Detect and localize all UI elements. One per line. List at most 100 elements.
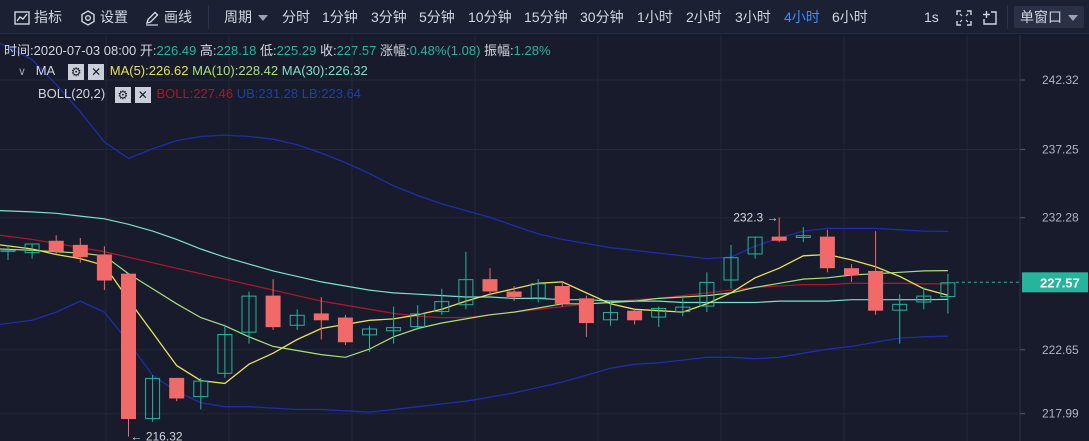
period-label: 周期 [224, 9, 252, 25]
window-mode-dropdown[interactable]: 单窗口 [1014, 6, 1084, 28]
close-icon[interactable]: ✕ [88, 63, 105, 80]
low-label: 低: [259, 43, 277, 58]
candle-12 [289, 309, 305, 330]
candlestick-chart[interactable]: 242.32 237.25 232.28 222.65 217.99 232.3 → ← … [0, 35, 1089, 441]
period-tab-3[interactable]: 5分钟 [419, 9, 455, 25]
toolbar-divider-right [1007, 5, 1008, 29]
settings-button[interactable]: 设置 [80, 0, 128, 34]
indicator-button[interactable]: 指标 [14, 0, 62, 34]
add-window-icon [983, 11, 997, 25]
candle-30 [723, 244, 739, 289]
window-mode-label: 单窗口 [1020, 9, 1062, 25]
period-tab-11[interactable]: 6小时 [832, 9, 868, 25]
lb-line [0, 300, 948, 413]
candle-14 [337, 314, 353, 345]
period-tab-8[interactable]: 2小时 [686, 9, 722, 25]
candle-body [819, 236, 835, 269]
low-value: 225.29 [276, 43, 317, 58]
period-tab-9[interactable]: 3小时 [735, 9, 771, 25]
collapse-icon[interactable]: ∨ [18, 66, 27, 78]
boll-line [0, 234, 948, 319]
period-tab-4[interactable]: 10分钟 [468, 9, 512, 25]
candle-body [24, 243, 40, 254]
ub-value: UB:231.28 [236, 86, 299, 101]
refresh-interval[interactable]: 1s [924, 9, 939, 25]
period-tab-10[interactable]: 4小时 [784, 9, 820, 25]
indicator-label: 指标 [34, 9, 62, 25]
candle-27 [651, 306, 667, 328]
candle-body [530, 283, 546, 299]
annotations: 232.3 → ← 216.32 227.57 [131, 210, 1088, 441]
candle-10 [241, 291, 257, 344]
candle-25 [603, 301, 618, 326]
candle-2 [48, 235, 64, 255]
candle-body [554, 286, 570, 304]
candle-15 [362, 325, 377, 352]
chart-grid [0, 35, 1020, 441]
candle-0 [0, 244, 16, 260]
candle-29 [699, 272, 715, 313]
period-tab-6[interactable]: 30分钟 [580, 9, 624, 25]
high-value: 228.18 [216, 43, 257, 58]
current-price-tag [1022, 272, 1088, 293]
candle-body [434, 301, 450, 313]
candle-39 [940, 273, 956, 314]
candle-body [723, 257, 739, 281]
close-icon[interactable]: ✕ [134, 86, 151, 103]
period-dropdown[interactable]: 周期 [224, 0, 268, 34]
candle-body [458, 279, 474, 306]
gear-icon[interactable]: ⚙ [114, 86, 131, 103]
indicator-icon [14, 11, 30, 25]
period-tab-0[interactable]: 分时 [282, 9, 310, 25]
candle-body [506, 291, 522, 297]
ma-name: MA [35, 63, 55, 78]
ohlc-info: 时间:2020-07-03 08:00 开:226.49 高:228.18 低:… [4, 40, 551, 59]
close-label: 收: [319, 43, 337, 58]
amplitude-value: 1.28% [513, 43, 551, 58]
candle-body [578, 298, 594, 324]
time-value: 2020-07-03 08:00 [33, 43, 137, 58]
candle-33 [795, 227, 811, 243]
open-label: 开: [139, 43, 157, 58]
candles [0, 217, 956, 437]
candle-9 [217, 324, 233, 378]
add-window-button[interactable] [982, 0, 1002, 34]
settings-icon [81, 10, 95, 27]
y-tick-label: 242.32 [1042, 73, 1079, 87]
candle-body [844, 268, 859, 276]
candle-11 [265, 279, 281, 330]
candle-body [940, 282, 956, 298]
y-tick-label: 222.65 [1042, 343, 1079, 357]
candle-21 [506, 286, 522, 302]
ma10-line [0, 248, 948, 358]
candle-26 [627, 309, 643, 325]
ma30-value: MA(30):226.32 [281, 63, 368, 78]
candle-4 [96, 246, 112, 291]
gear-icon[interactable]: ⚙ [68, 63, 85, 80]
candle-body [868, 270, 884, 311]
draw-button[interactable]: 画线 [144, 0, 192, 34]
candle-17 [410, 305, 426, 330]
candle-38 [916, 287, 932, 310]
candle-body [675, 306, 691, 313]
low-annotation: ← 216.32 [131, 430, 183, 441]
period-tab-1[interactable]: 1分钟 [322, 9, 358, 25]
ma30-line [0, 210, 948, 304]
period-tab-5[interactable]: 15分钟 [524, 9, 568, 25]
amplitude-label: 振幅: [484, 43, 514, 58]
draw-label: 画线 [164, 9, 192, 25]
time-label: 时间: [4, 43, 34, 58]
fullscreen-button[interactable] [956, 0, 976, 34]
period-tab-2[interactable]: 3分钟 [371, 9, 407, 25]
candle-body [386, 327, 402, 332]
candle-24 [578, 295, 594, 337]
period-tab-7[interactable]: 1小时 [637, 9, 673, 25]
ma5-value: MA(5):226.62 [109, 63, 189, 78]
candle-31 [747, 236, 763, 259]
pencil-icon [145, 11, 159, 26]
ma5-line [0, 244, 949, 385]
candle-28 [675, 298, 691, 317]
settings-label: 设置 [100, 9, 128, 25]
candle-body [699, 281, 715, 307]
candle-20 [482, 268, 498, 296]
